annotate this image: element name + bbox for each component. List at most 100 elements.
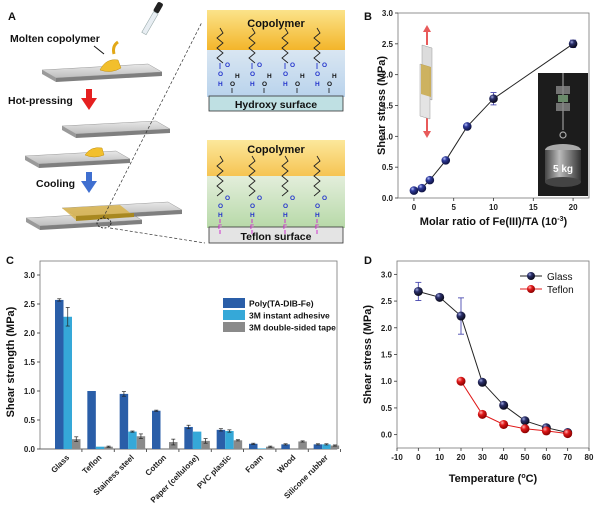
- data-point-glass: [499, 400, 509, 410]
- legend-c: Poly(TA-DIB-Fe) 3M instant adhesive 3M dou…: [223, 298, 336, 333]
- data-point: [417, 183, 427, 193]
- y-tick-label: 2.0: [381, 324, 393, 333]
- alkyl-chain: [248, 27, 256, 64]
- data-point: [425, 175, 435, 185]
- data-point: [568, 39, 578, 49]
- hot-pressing-arrow-icon: [81, 89, 97, 110]
- bar-poly: [216, 429, 226, 449]
- step-hot-pressing: Hot-pressing: [8, 95, 73, 107]
- hydroxy-interface-band: [207, 50, 345, 97]
- bar-tape: [266, 446, 275, 449]
- y-tick-label: 3.0: [381, 270, 393, 279]
- bar-tape: [330, 445, 340, 449]
- data-point-teflon: [541, 426, 551, 436]
- x-tick-label: 30: [478, 453, 487, 462]
- oxygen-label: O: [290, 195, 295, 202]
- alkyl-chain: [281, 155, 289, 197]
- y-tick-label: 2.5: [24, 300, 36, 309]
- y-tick-label: 0.0: [382, 194, 394, 203]
- data-point-glass: [413, 286, 423, 296]
- x-tick-label: 50: [521, 453, 530, 462]
- data-point: [462, 122, 472, 131]
- fluorine-label: F: [218, 224, 222, 231]
- copolymer-drop: [99, 59, 122, 72]
- panel-a: A Molten copolymer Hot-pressing: [8, 2, 206, 244]
- y-tick-label: 0.0: [24, 445, 36, 454]
- y-tick-label: 1.0: [382, 132, 394, 141]
- plot-frame-c: [39, 260, 338, 450]
- oxygen-label: O: [218, 71, 223, 78]
- bar-poly: [249, 443, 258, 449]
- x-axis-title-end: C): [526, 473, 538, 485]
- oxygen-label: O: [315, 203, 320, 210]
- x-tick-label: -10: [391, 453, 403, 462]
- oxygen-label: O: [257, 195, 262, 202]
- x-tick-label: 20: [457, 453, 466, 462]
- x-tick-label: 80: [585, 453, 594, 462]
- x-tick-label: 60: [542, 453, 551, 462]
- x-tick-label: 10: [489, 203, 498, 212]
- oxygen-label: O: [322, 195, 327, 202]
- bar-instant: [322, 444, 331, 449]
- bar-poly: [55, 299, 64, 449]
- data-point: [409, 186, 419, 195]
- data-point: [489, 94, 498, 104]
- bar-tape: [298, 441, 307, 449]
- category-label: Teflon: [81, 453, 104, 476]
- legend-label: Teflon: [547, 285, 574, 296]
- alkyl-chain: [216, 155, 224, 197]
- step-molten-copolymer: Molten copolymer: [10, 33, 100, 45]
- category-label: Cotton: [144, 453, 169, 478]
- legend-label: 3M double-sided tape: [249, 323, 336, 333]
- bar-poly: [184, 426, 193, 449]
- category-label: Glass: [49, 453, 71, 475]
- data-point-teflon: [477, 409, 487, 419]
- panel-letter-b: B: [364, 11, 372, 23]
- copolymer-band: [207, 10, 345, 50]
- oxygen-label: O: [225, 195, 230, 202]
- y-axis-title: Shear stress (MPa): [362, 305, 374, 404]
- inset-photo-5kg: 5 kg: [538, 73, 588, 196]
- y-tick-label: 3.0: [24, 271, 36, 280]
- oxygen-label: O: [283, 203, 288, 210]
- panel-letter-c: C: [6, 255, 14, 267]
- x-tick-label: 5: [451, 203, 456, 212]
- plate-3: [24, 147, 131, 168]
- x-axis-title-end: ): [564, 216, 568, 228]
- x-tick-label: 10: [435, 453, 444, 462]
- hydrogen-label: H: [300, 73, 305, 80]
- x-axis-title: Temperature (oC): [449, 473, 538, 485]
- panel-letter-a: A: [8, 11, 16, 23]
- x-axis-title-main: Molar ratio of Fe(III)/TA (10: [420, 216, 558, 228]
- bar-poly: [119, 393, 129, 449]
- step-cooling: Cooling: [36, 178, 75, 190]
- zoom-circle: [96, 217, 112, 229]
- y-tick-label: 1.0: [381, 377, 393, 386]
- oxygen-label: O: [283, 71, 288, 78]
- bar-tape: [136, 436, 146, 449]
- zoom-line-bottom: [109, 227, 206, 244]
- teflon-interface-band: [207, 176, 345, 228]
- y-tick-label: 2.5: [381, 297, 393, 306]
- y-tick-label: 1.0: [24, 387, 36, 396]
- hydrogen-label: H: [267, 73, 272, 80]
- category-label: Wood: [276, 453, 298, 475]
- data-point-teflon: [456, 376, 466, 386]
- y-tick-label: 2.5: [382, 40, 394, 49]
- y-tick-label: 0.5: [381, 404, 393, 413]
- bar-tape: [169, 442, 178, 449]
- hydrogen-label: H: [235, 73, 240, 80]
- category-label: Foam: [244, 453, 265, 474]
- teflon-surface-label: Teflon surface: [241, 231, 312, 243]
- x-axis-title-main: Temperature (: [449, 473, 522, 485]
- series-line-teflon: [460, 380, 568, 435]
- bar-tape: [104, 446, 113, 449]
- alkyl-chain: [281, 27, 289, 64]
- x-tick-label: 0: [412, 203, 417, 212]
- panel-d: D 0.0 0.5 1.0 1.5 2.0 2.5 3.0 -10 0 10 20 30 40 50 60 7…: [362, 255, 594, 485]
- leader-line: [93, 45, 105, 55]
- oxygen-label: O: [315, 71, 320, 78]
- data-point: [441, 156, 451, 165]
- copolymer-band: [207, 140, 345, 180]
